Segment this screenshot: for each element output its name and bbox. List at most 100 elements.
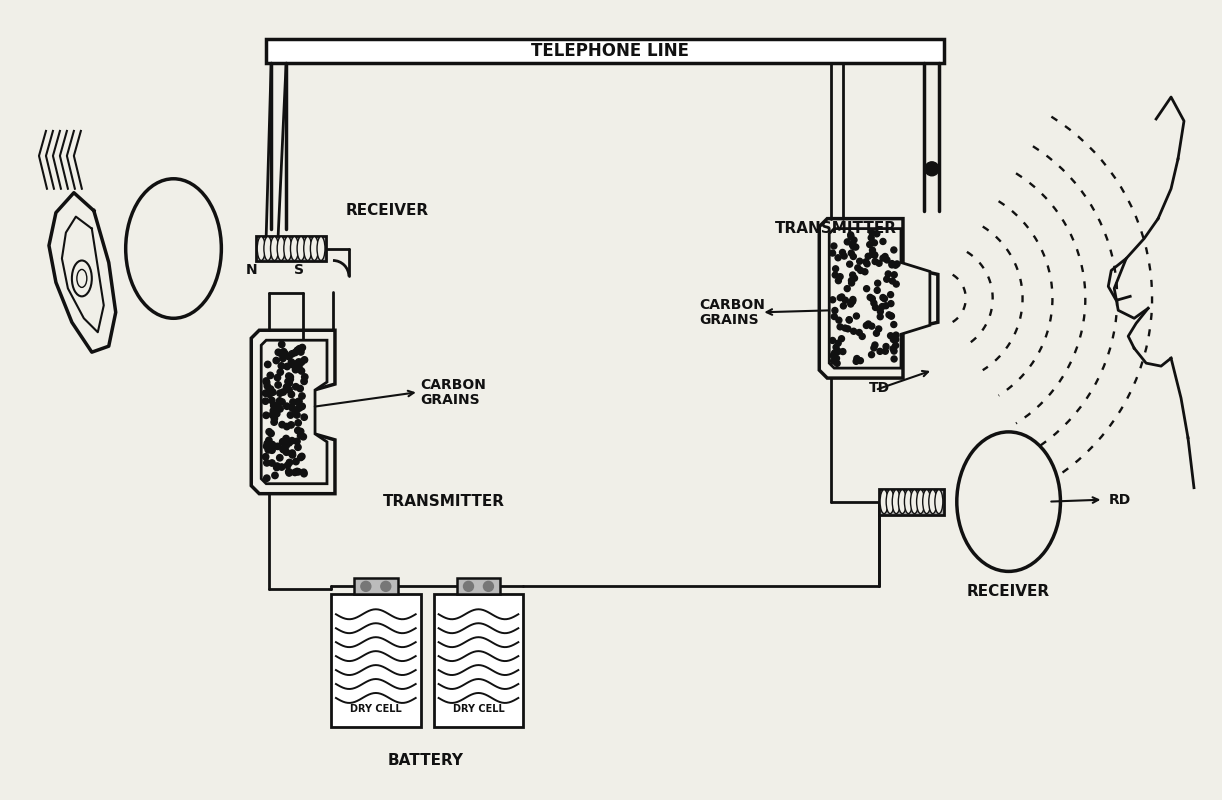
Polygon shape — [262, 340, 327, 484]
Circle shape — [268, 386, 274, 392]
Circle shape — [855, 265, 860, 271]
Circle shape — [299, 344, 306, 350]
Circle shape — [871, 252, 877, 258]
Circle shape — [830, 297, 836, 302]
Circle shape — [301, 470, 307, 477]
Circle shape — [847, 317, 852, 323]
Circle shape — [891, 337, 897, 342]
Circle shape — [877, 348, 884, 354]
Bar — [457, 578, 500, 594]
Circle shape — [264, 440, 270, 446]
Circle shape — [292, 366, 298, 373]
Circle shape — [831, 314, 837, 319]
Circle shape — [888, 313, 893, 319]
Circle shape — [296, 358, 302, 365]
Circle shape — [833, 344, 840, 350]
Circle shape — [293, 438, 301, 445]
Circle shape — [892, 262, 898, 268]
Circle shape — [279, 399, 285, 405]
Circle shape — [301, 378, 307, 385]
Circle shape — [887, 292, 893, 298]
Circle shape — [286, 470, 292, 476]
Circle shape — [288, 422, 295, 428]
Circle shape — [871, 252, 877, 258]
Circle shape — [884, 257, 890, 263]
Circle shape — [284, 403, 290, 410]
Circle shape — [276, 398, 282, 404]
Ellipse shape — [291, 237, 298, 261]
Circle shape — [295, 444, 301, 450]
Polygon shape — [252, 330, 335, 494]
Ellipse shape — [898, 490, 907, 514]
Circle shape — [263, 412, 269, 418]
Circle shape — [264, 475, 270, 482]
Circle shape — [837, 324, 843, 330]
Circle shape — [871, 300, 877, 306]
Circle shape — [286, 380, 292, 386]
Circle shape — [277, 390, 284, 396]
Circle shape — [868, 294, 874, 300]
Ellipse shape — [77, 270, 87, 287]
Ellipse shape — [297, 237, 306, 261]
Circle shape — [295, 347, 301, 354]
Bar — [434, 594, 523, 727]
Circle shape — [854, 355, 860, 362]
Circle shape — [291, 362, 298, 369]
Circle shape — [280, 355, 286, 362]
Circle shape — [888, 262, 895, 268]
Circle shape — [279, 362, 285, 369]
Circle shape — [284, 363, 291, 370]
Circle shape — [880, 303, 885, 310]
Circle shape — [890, 278, 896, 284]
Circle shape — [280, 438, 286, 445]
Ellipse shape — [258, 237, 265, 261]
Circle shape — [831, 358, 837, 364]
Circle shape — [285, 462, 291, 469]
Circle shape — [886, 312, 892, 318]
Circle shape — [290, 399, 296, 406]
Circle shape — [286, 373, 292, 379]
Circle shape — [296, 405, 302, 411]
Circle shape — [844, 286, 851, 292]
Circle shape — [832, 272, 838, 278]
Text: DRY CELL: DRY CELL — [349, 704, 402, 714]
Circle shape — [297, 428, 304, 434]
Text: TRANSMITTER: TRANSMITTER — [775, 221, 897, 236]
Circle shape — [891, 356, 897, 362]
Circle shape — [841, 253, 847, 259]
Circle shape — [296, 346, 303, 352]
Circle shape — [274, 464, 280, 470]
Circle shape — [286, 354, 292, 360]
Circle shape — [893, 337, 898, 342]
Ellipse shape — [957, 432, 1061, 571]
Circle shape — [849, 298, 855, 305]
Text: TD: TD — [869, 381, 890, 395]
Text: TELEPHONE LINE: TELEPHONE LINE — [532, 42, 689, 60]
Circle shape — [862, 269, 868, 274]
Text: DRY CELL: DRY CELL — [452, 704, 505, 714]
Ellipse shape — [886, 490, 895, 514]
Circle shape — [891, 348, 897, 354]
Text: S: S — [295, 263, 304, 278]
Circle shape — [877, 309, 884, 314]
Circle shape — [864, 322, 869, 329]
Circle shape — [268, 387, 274, 394]
Circle shape — [876, 326, 882, 332]
Text: BATTERY: BATTERY — [387, 754, 463, 768]
Circle shape — [299, 393, 306, 399]
Circle shape — [277, 406, 284, 412]
Circle shape — [298, 454, 306, 460]
Circle shape — [271, 415, 277, 422]
Ellipse shape — [929, 490, 937, 514]
Circle shape — [873, 342, 877, 348]
Circle shape — [270, 389, 276, 395]
Circle shape — [885, 271, 891, 277]
Circle shape — [832, 307, 838, 314]
Circle shape — [858, 358, 864, 364]
Circle shape — [877, 314, 884, 320]
Ellipse shape — [935, 490, 943, 514]
Circle shape — [263, 390, 269, 396]
Circle shape — [852, 275, 858, 282]
Circle shape — [869, 230, 875, 236]
Circle shape — [831, 243, 837, 249]
